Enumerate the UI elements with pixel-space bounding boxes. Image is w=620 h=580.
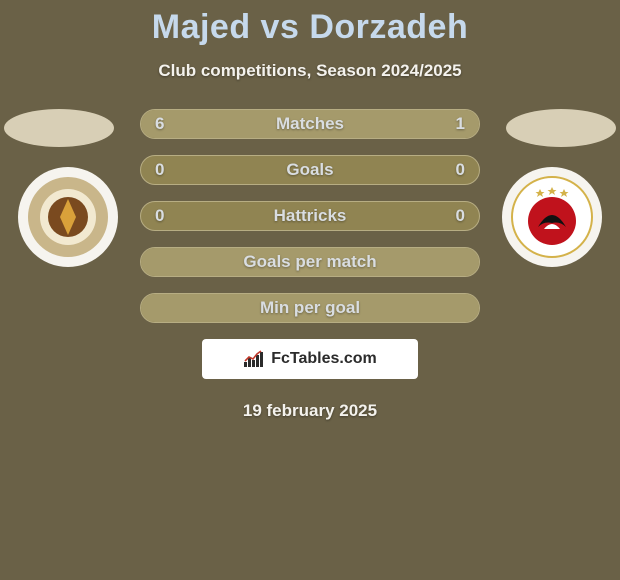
club-left-crest-icon [26, 175, 110, 259]
infographic-root: Majed vs Dorzadeh Club competitions, Sea… [0, 0, 620, 580]
player-right-base [506, 109, 616, 147]
stat-bar-goals-per-match: Goals per match [140, 247, 480, 277]
subtitle: Club competitions, Season 2024/2025 [0, 61, 620, 81]
brand-text: FcTables.com [271, 350, 377, 368]
club-badge-right-inner [510, 175, 594, 259]
stat-bar-goals: 00Goals [140, 155, 480, 185]
player-left-base [4, 109, 114, 147]
club-badge-left [18, 167, 118, 267]
bar-label: Hattricks [141, 202, 479, 230]
bar-label: Min per goal [141, 294, 479, 322]
brand-badge[interactable]: FcTables.com [202, 339, 418, 379]
bar-label: Matches [141, 110, 479, 138]
brand-logo-icon [243, 350, 265, 368]
stat-bar-matches: 61Matches [140, 109, 480, 139]
club-right-crest-icon [510, 175, 594, 259]
stat-bars: 61Matches 00Goals 00Hattricks Goals per mat… [140, 109, 480, 323]
stat-bar-min-per-goal: Min per goal [140, 293, 480, 323]
bar-label: Goals per match [141, 248, 479, 276]
comparison-arena: 61Matches 00Goals 00Hattricks Goals per mat… [0, 109, 620, 323]
page-title: Majed vs Dorzadeh [0, 0, 620, 47]
club-badge-left-inner [26, 175, 110, 259]
stat-bar-hattricks: 00Hattricks [140, 201, 480, 231]
bar-label: Goals [141, 156, 479, 184]
footer-date: 19 february 2025 [0, 401, 620, 421]
club-badge-right [502, 167, 602, 267]
